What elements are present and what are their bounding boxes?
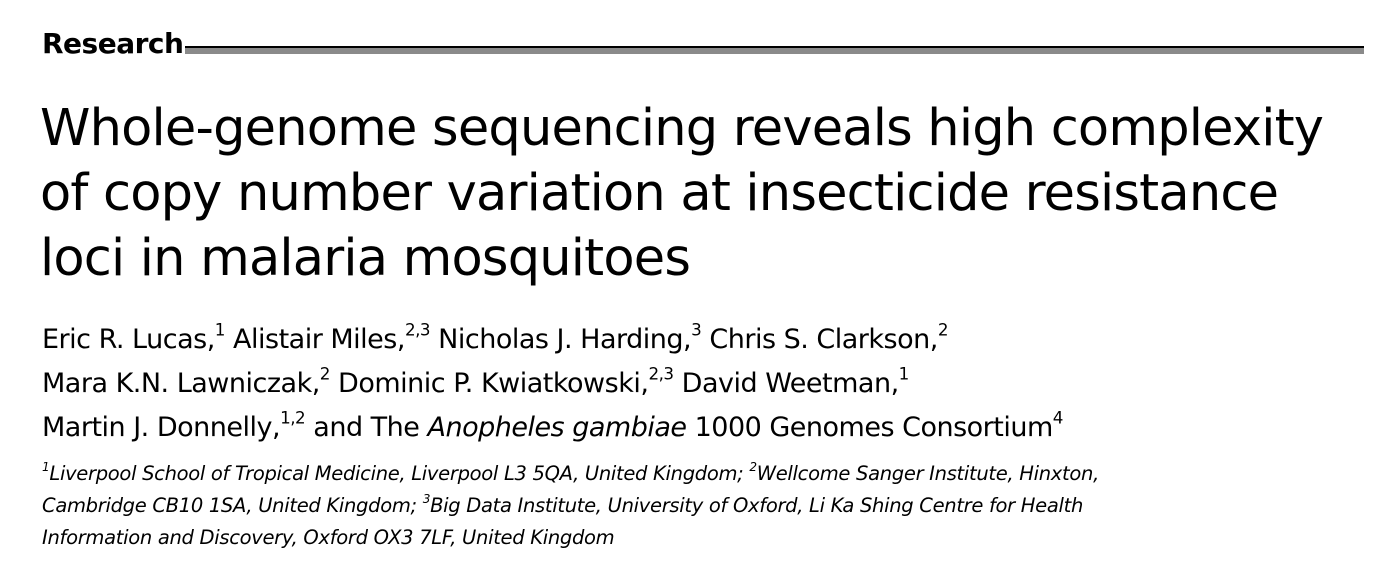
consortium-prefix: and The — [313, 412, 420, 443]
author-name: Dominic P. Kwiatkowski, — [338, 368, 649, 399]
author-name: Chris S. Clarkson, — [709, 324, 938, 355]
author-affiliation-ref: 2,3 — [404, 319, 431, 340]
author-line-3: Martin J. Donnelly,1,2 and The Anopheles… — [42, 406, 1362, 450]
affiliation-number: 1 — [42, 459, 50, 474]
article-title: Whole-genome sequencing reveals high com… — [40, 96, 1360, 291]
author-affiliation-ref: 2 — [319, 363, 331, 384]
title-line-2: of copy number variation at insecticide … — [40, 164, 1279, 223]
author-affiliation-ref: 2 — [937, 319, 949, 340]
consortium-name: 1000 Genomes Consortium — [694, 412, 1054, 443]
affiliation-text: Cambridge CB10 1SA, United Kingdom; — [42, 494, 417, 517]
consortium-species: Anopheles gambiae — [427, 412, 687, 443]
affiliations: 1Liverpool School of Tropical Medicine, … — [42, 458, 1362, 554]
title-line-1: Whole-genome sequencing reveals high com… — [40, 99, 1324, 158]
affiliation-text: Liverpool School of Tropical Medicine, L… — [49, 462, 744, 485]
author-line-2: Mara K.N. Lawniczak,2 Dominic P. Kwiatko… — [42, 362, 1362, 406]
affiliation-number: 2 — [749, 459, 757, 474]
title-line-3: loci in malaria mosquitoes — [40, 229, 691, 288]
author-affiliation-ref: 3 — [691, 319, 702, 340]
section-rule — [185, 46, 1364, 54]
affiliation-line-3: Information and Discovery, Oxford OX3 7L… — [42, 522, 1362, 554]
affiliation-number: 3 — [422, 491, 431, 506]
author-name: Eric R. Lucas, — [42, 324, 215, 355]
affiliation-line-2: Cambridge CB10 1SA, United Kingdom; 3Big… — [42, 490, 1362, 522]
affiliation-line-1: 1Liverpool School of Tropical Medicine, … — [42, 458, 1362, 490]
author-line-1: Eric R. Lucas,1 Alistair Miles,2,3 Nicho… — [42, 318, 1362, 362]
author-name: Alistair Miles, — [233, 324, 405, 355]
author-affiliation-ref: 2,3 — [648, 363, 674, 384]
author-name: Martin J. Donnelly, — [42, 412, 281, 443]
author-name: Nicholas J. Harding, — [438, 324, 692, 355]
author-name: Mara K.N. Lawniczak, — [42, 368, 320, 399]
affiliation-text: Wellcome Sanger Institute, Hinxton, — [756, 462, 1100, 485]
author-list: Eric R. Lucas,1 Alistair Miles,2,3 Nicho… — [42, 318, 1362, 450]
consortium-affiliation-ref: 4 — [1052, 407, 1064, 428]
author-affiliation-ref: 1 — [898, 363, 910, 384]
author-name: David Weetman, — [681, 368, 900, 399]
affiliation-text: Information and Discovery, Oxford OX3 7L… — [42, 526, 615, 549]
affiliation-text: Big Data Institute, University of Oxford… — [430, 494, 1084, 517]
author-affiliation-ref: 1 — [214, 319, 226, 340]
section-header: Research — [42, 24, 1364, 60]
section-label: Research — [42, 27, 184, 60]
author-affiliation-ref: 1,2 — [280, 407, 306, 428]
